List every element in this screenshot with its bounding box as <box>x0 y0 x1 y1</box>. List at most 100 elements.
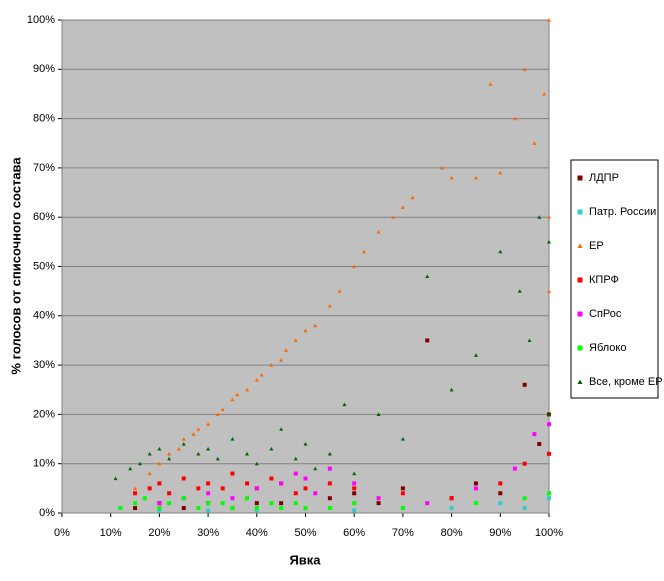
point <box>220 501 225 506</box>
point <box>498 249 503 254</box>
point <box>352 481 357 486</box>
point <box>361 249 366 254</box>
point <box>327 506 332 511</box>
point <box>142 496 147 501</box>
point <box>293 501 298 506</box>
legend-label: Патр. России <box>589 206 656 218</box>
point <box>537 215 542 219</box>
point <box>230 397 235 402</box>
point <box>547 215 551 219</box>
point <box>376 412 381 416</box>
point <box>400 486 405 491</box>
point <box>327 303 332 308</box>
point <box>167 501 172 506</box>
point <box>522 67 527 71</box>
point <box>206 481 211 486</box>
point <box>547 496 551 501</box>
point <box>269 501 274 506</box>
point <box>498 481 503 486</box>
point <box>352 501 357 506</box>
y-tick-label: 100% <box>27 14 55 26</box>
point <box>196 506 201 511</box>
y-tick-label: 40% <box>33 310 55 322</box>
point <box>352 264 357 269</box>
point <box>313 323 318 328</box>
legend-label: ЛДПР <box>589 172 619 184</box>
point <box>547 412 551 416</box>
point <box>425 501 430 506</box>
point <box>449 496 454 501</box>
point <box>342 402 347 407</box>
x-tick-label: 20% <box>148 527 170 539</box>
point <box>254 377 259 382</box>
point <box>220 407 225 412</box>
point <box>352 471 357 476</box>
point <box>542 91 547 96</box>
point <box>147 451 152 456</box>
point <box>313 466 318 471</box>
point <box>181 476 186 481</box>
point <box>133 486 138 490</box>
point <box>293 491 298 496</box>
point <box>191 432 196 436</box>
legend-label: ЕР <box>589 240 604 252</box>
point <box>376 501 381 506</box>
point <box>425 274 430 278</box>
point <box>522 506 527 511</box>
point <box>391 215 396 219</box>
point <box>512 116 517 121</box>
point <box>512 466 517 471</box>
point <box>245 451 250 456</box>
point <box>303 328 308 333</box>
point <box>157 508 162 513</box>
point <box>167 451 172 456</box>
point <box>269 446 274 451</box>
x-tick-label: 30% <box>197 527 219 539</box>
point <box>196 486 201 491</box>
point <box>259 372 264 377</box>
point <box>220 486 225 491</box>
x-axis-title: Явка <box>289 552 321 567</box>
point <box>235 392 240 397</box>
point <box>522 382 527 387</box>
point <box>157 481 162 486</box>
point <box>157 461 162 466</box>
point <box>498 501 503 506</box>
point <box>230 471 235 476</box>
point <box>400 506 405 511</box>
point <box>425 338 430 343</box>
legend-marker <box>577 379 583 384</box>
point <box>547 422 551 427</box>
x-tick-label: 70% <box>392 527 414 539</box>
point <box>128 466 133 471</box>
point <box>279 481 284 486</box>
point <box>196 427 201 431</box>
point <box>206 491 211 496</box>
point <box>303 486 308 491</box>
point <box>449 506 454 511</box>
point <box>279 501 284 506</box>
point <box>167 491 172 496</box>
point <box>473 501 478 506</box>
point <box>449 175 454 180</box>
point <box>137 461 142 466</box>
point <box>181 496 186 501</box>
point <box>181 437 186 441</box>
point <box>245 481 250 486</box>
point <box>254 501 259 506</box>
point <box>400 491 405 496</box>
point <box>254 508 259 513</box>
point <box>215 456 220 461</box>
y-tick-label: 50% <box>33 260 55 272</box>
point <box>522 496 527 501</box>
x-tick-label: 40% <box>246 527 268 539</box>
point <box>279 506 284 511</box>
legend <box>570 159 659 399</box>
legend-marker <box>577 243 583 248</box>
point <box>293 456 298 461</box>
point <box>215 412 220 416</box>
point <box>118 506 123 511</box>
point <box>254 506 259 511</box>
point <box>376 229 381 234</box>
